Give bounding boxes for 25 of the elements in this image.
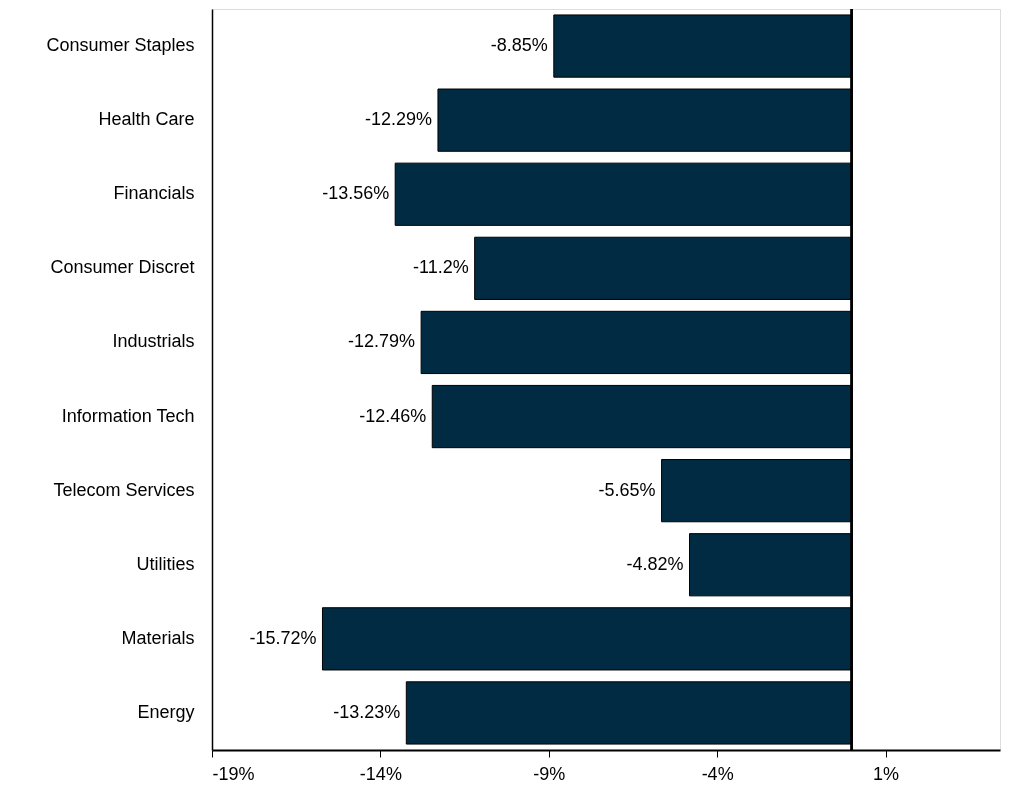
y-tick-label: Utilities (136, 553, 195, 574)
data-label: -5.65% (598, 479, 656, 500)
x-tick-label: -9% (533, 763, 566, 784)
y-tick-label: Consumer Staples (46, 35, 195, 56)
data-label: -8.85% (490, 35, 548, 56)
y-tick-label: Energy (137, 701, 195, 722)
y-tick-label: Industrials (112, 331, 195, 352)
y-tick-label: Materials (121, 627, 195, 648)
y-tick-label: Health Care (98, 109, 195, 130)
x-tick-label: -19% (212, 763, 255, 784)
data-label: -11.2% (412, 257, 469, 278)
y-tick-label: Information Tech (61, 405, 195, 426)
x-tick-label: -14% (359, 763, 402, 784)
x-tick-label: -4% (701, 763, 734, 784)
data-label: -12.79% (348, 331, 416, 352)
data-label: -12.46% (359, 405, 427, 426)
data-label: -12.29% (364, 109, 432, 130)
data-label: -13.23% (333, 701, 401, 722)
data-label: -13.56% (322, 183, 390, 204)
data-label: -15.72% (249, 627, 317, 648)
y-tick-label: Consumer Discret (50, 257, 195, 278)
x-tick-label: 1% (873, 763, 900, 784)
y-tick-label: Telecom Services (53, 479, 195, 500)
y-tick-label: Financials (113, 183, 195, 204)
data-label: -4.82% (626, 553, 684, 574)
